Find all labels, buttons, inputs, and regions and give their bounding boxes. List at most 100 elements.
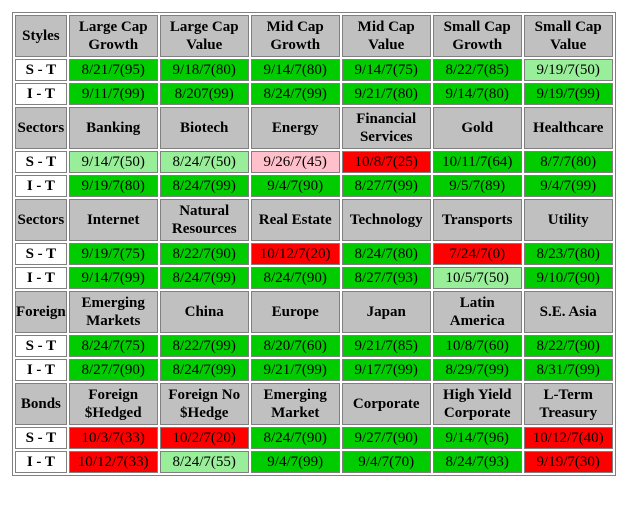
signal-cell: 8/27/7(93) (341, 267, 431, 289)
term-label: I - T (15, 83, 67, 105)
signal-cell: 10/11/7(64) (432, 151, 522, 173)
signal-cell: 9/26/7(45) (250, 151, 340, 173)
section-title: Sectors (15, 199, 67, 241)
signal-cell: 8/24/7(80) (341, 243, 431, 265)
signal-cell: 10/12/7(33) (68, 451, 158, 473)
signal-cell: 8/24/7(55) (159, 451, 249, 473)
column-header: High Yield Corporate (432, 383, 522, 425)
signal-cell: 9/14/7(50) (68, 151, 158, 173)
section-title: Bonds (15, 383, 67, 425)
section-title: Foreign (15, 291, 67, 333)
signal-row: I - T 8/27/7(90) 8/24/7(99) 9/21/7(99) 9/17/… (15, 359, 613, 381)
signal-cell: 8/22/7(85) (432, 59, 522, 81)
column-header: Mid Cap Growth (250, 15, 340, 57)
signal-cell: 9/19/7(99) (523, 83, 613, 105)
signal-cell: 8/22/7(99) (159, 335, 249, 357)
section-title: Sectors (15, 107, 67, 149)
market-signals-table: Styles Large Cap Growth Large Cap Value Mid… (12, 12, 616, 476)
signal-cell: 8/27/7(99) (341, 175, 431, 197)
signal-cell: 8/24/7(99) (250, 83, 340, 105)
column-header: Large Cap Growth (68, 15, 158, 57)
column-header: Transports (432, 199, 522, 241)
signal-row: I - T 10/12/7(33) 8/24/7(55) 9/4/7(99) 9/4/7… (15, 451, 613, 473)
signal-cell: 9/14/7(80) (250, 59, 340, 81)
column-header: Foreign $Hedged (68, 383, 158, 425)
signal-row: I - T 9/11/7(99) 8/207(99) 8/24/7(99) 9/21/7… (15, 83, 613, 105)
signal-row: I - T 9/19/7(80) 8/24/7(99) 9/4/7(90) 8/27/7… (15, 175, 613, 197)
signal-cell: 9/19/7(50) (523, 59, 613, 81)
signal-cell: 9/19/7(75) (68, 243, 158, 265)
section-header-row: Styles Large Cap Growth Large Cap Value Mid… (15, 15, 613, 57)
column-header: Large Cap Value (159, 15, 249, 57)
column-header: Biotech (159, 107, 249, 149)
signal-cell: 9/10/7(90) (523, 267, 613, 289)
term-label: S - T (15, 243, 67, 265)
signal-cell: 8/22/7(90) (159, 243, 249, 265)
column-header: Latin America (432, 291, 522, 333)
term-label: I - T (15, 359, 67, 381)
signal-cell: 9/14/7(80) (432, 83, 522, 105)
signal-row: S - T 8/24/7(75) 8/22/7(99) 8/20/7(60) 9/21/… (15, 335, 613, 357)
signal-row: S - T 10/3/7(33) 10/2/7(20) 8/24/7(90) 9/27/… (15, 427, 613, 449)
term-label: S - T (15, 427, 67, 449)
column-header: Technology (341, 199, 431, 241)
term-label: S - T (15, 151, 67, 173)
section-header-row: Bonds Foreign $Hedged Foreign No $Hedge Eme… (15, 383, 613, 425)
column-header: Japan (341, 291, 431, 333)
signal-cell: 8/24/7(75) (68, 335, 158, 357)
signal-cell: 9/14/7(99) (68, 267, 158, 289)
signal-cell: 9/27/7(90) (341, 427, 431, 449)
term-label: I - T (15, 175, 67, 197)
signal-row: S - T 8/21/7(95) 9/18/7(80) 9/14/7(80) 9/14/… (15, 59, 613, 81)
signal-cell: 9/21/7(85) (341, 335, 431, 357)
signal-cell: 10/8/7(60) (432, 335, 522, 357)
column-header: Corporate (341, 383, 431, 425)
column-header: Healthcare (523, 107, 613, 149)
signal-cell: 8/29/7(99) (432, 359, 522, 381)
signal-cell: 9/14/7(75) (341, 59, 431, 81)
signal-cell: 9/11/7(99) (68, 83, 158, 105)
signal-cell: 9/4/7(70) (341, 451, 431, 473)
signal-cell: 10/12/7(20) (250, 243, 340, 265)
column-header: Natural Resources (159, 199, 249, 241)
signal-cell: 9/4/7(99) (523, 175, 613, 197)
signal-cell: 9/18/7(80) (159, 59, 249, 81)
column-header: S.E. Asia (523, 291, 613, 333)
column-header: Small Cap Value (523, 15, 613, 57)
signal-cell: 8/22/7(90) (523, 335, 613, 357)
signal-row: I - T 9/14/7(99) 8/24/7(99) 8/24/7(90) 8/27/… (15, 267, 613, 289)
signal-cell: 9/4/7(90) (250, 175, 340, 197)
signal-cell: 8/21/7(95) (68, 59, 158, 81)
column-header: Emerging Market (250, 383, 340, 425)
signal-cell: 10/5/7(50) (432, 267, 522, 289)
signal-cell: 8/27/7(90) (68, 359, 158, 381)
column-header: Internet (68, 199, 158, 241)
signal-cell: 8/20/7(60) (250, 335, 340, 357)
column-header: China (159, 291, 249, 333)
column-header: Financial Services (341, 107, 431, 149)
term-label: S - T (15, 335, 67, 357)
signal-cell: 8/7/7(80) (523, 151, 613, 173)
signal-cell: 10/8/7(25) (341, 151, 431, 173)
signal-cell: 8/23/7(80) (523, 243, 613, 265)
term-label: S - T (15, 59, 67, 81)
signal-cell: 10/12/7(40) (523, 427, 613, 449)
term-label: I - T (15, 451, 67, 473)
signal-row: S - T 9/14/7(50) 8/24/7(50) 9/26/7(45) 10/8/… (15, 151, 613, 173)
column-header: Real Estate (250, 199, 340, 241)
signal-cell: 8/31/7(99) (523, 359, 613, 381)
column-header: Banking (68, 107, 158, 149)
column-header: Small Cap Growth (432, 15, 522, 57)
signal-cell: 8/24/7(99) (159, 359, 249, 381)
column-header: Gold (432, 107, 522, 149)
signal-cell: 9/19/7(80) (68, 175, 158, 197)
signal-row: S - T 9/19/7(75) 8/22/7(90) 10/12/7(20) 8/24… (15, 243, 613, 265)
signal-cell: 8/24/7(50) (159, 151, 249, 173)
signal-cell: 10/2/7(20) (159, 427, 249, 449)
signal-cell: 8/207(99) (159, 83, 249, 105)
signal-cell: 7/24/7(0) (432, 243, 522, 265)
signal-cell: 9/5/7(89) (432, 175, 522, 197)
column-header: Emerging Markets (68, 291, 158, 333)
section-title: Styles (15, 15, 67, 57)
section-header-row: Foreign Emerging Markets China Europe Japan L… (15, 291, 613, 333)
